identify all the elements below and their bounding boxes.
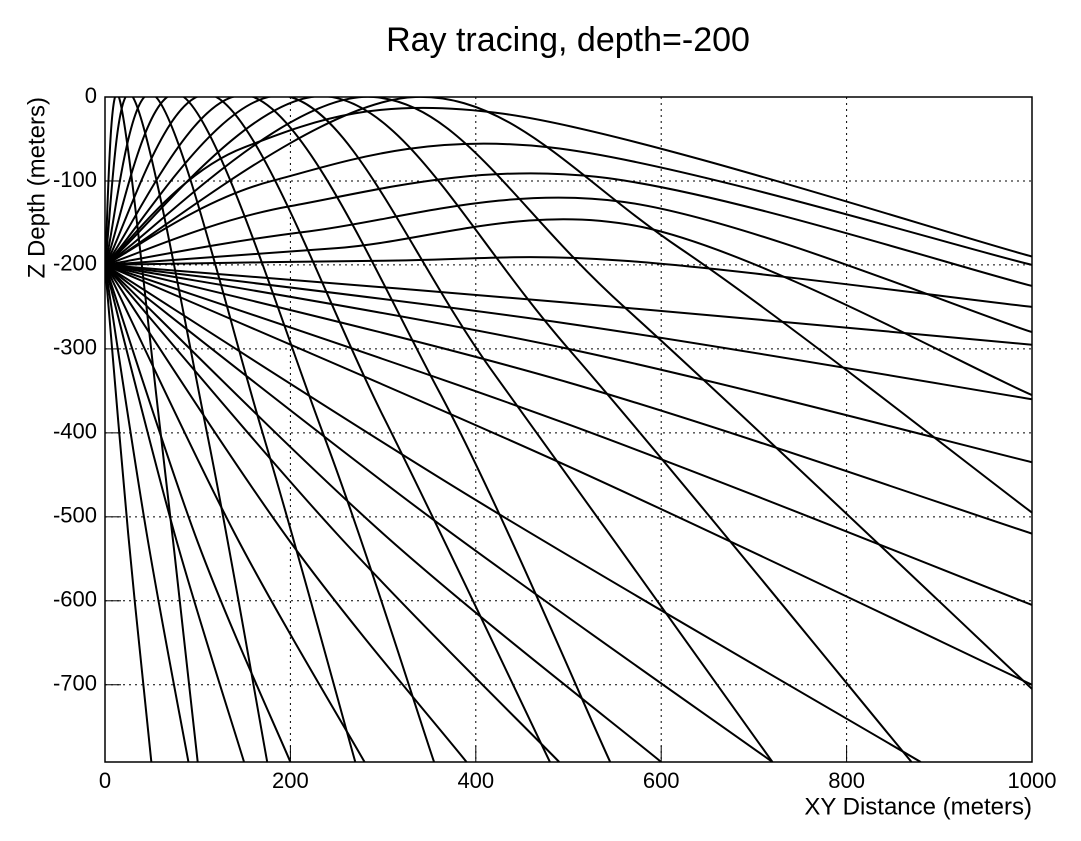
y-tick-label: -600 [53,587,97,612]
ray [105,196,1032,334]
ray [105,264,468,762]
y-tick-label: -500 [53,503,97,528]
ray [105,263,1032,535]
ray [105,97,1032,514]
ray [105,97,357,762]
y-tick-label: -300 [53,335,97,360]
ray [105,256,1032,308]
chart-title: Ray tracing, depth=-200 [386,21,750,59]
y-tick-label: -700 [53,671,97,696]
ray [105,97,436,762]
x-tick-label: 0 [99,768,111,793]
ray [105,263,1032,401]
ray [105,264,366,762]
ray [105,142,1032,266]
y-axis-label: Z Depth (meters) [23,97,50,278]
x-tick-label: 200 [272,768,309,793]
ray [105,263,1032,464]
ray [105,218,1032,396]
ray [105,264,922,762]
x-tick-label: 1000 [1008,768,1057,793]
ray [105,106,1032,266]
y-tick-label: -200 [53,251,97,276]
ray [105,264,153,762]
x-tick-label: 600 [643,768,680,793]
ray [105,264,774,762]
ray [105,97,913,762]
x-axis-label: XY Distance (meters) [804,793,1032,820]
ray [105,264,190,762]
ray [105,97,551,762]
ray [105,264,1032,686]
ray [105,97,1032,690]
ray [105,172,1032,287]
x-tick-label: 800 [828,768,865,793]
ray [105,264,662,762]
y-tick-label: -100 [53,167,97,192]
ray [105,97,269,762]
ray [105,263,1032,346]
ray [105,97,774,762]
y-tick-label: 0 [85,83,97,108]
ray [105,263,1032,606]
ray [105,264,560,762]
ray [105,97,199,762]
y-tick-label: -400 [53,419,97,444]
x-tick-label: 400 [457,768,494,793]
plot-frame [104,96,1033,763]
ray [105,264,246,762]
ray [105,264,292,762]
